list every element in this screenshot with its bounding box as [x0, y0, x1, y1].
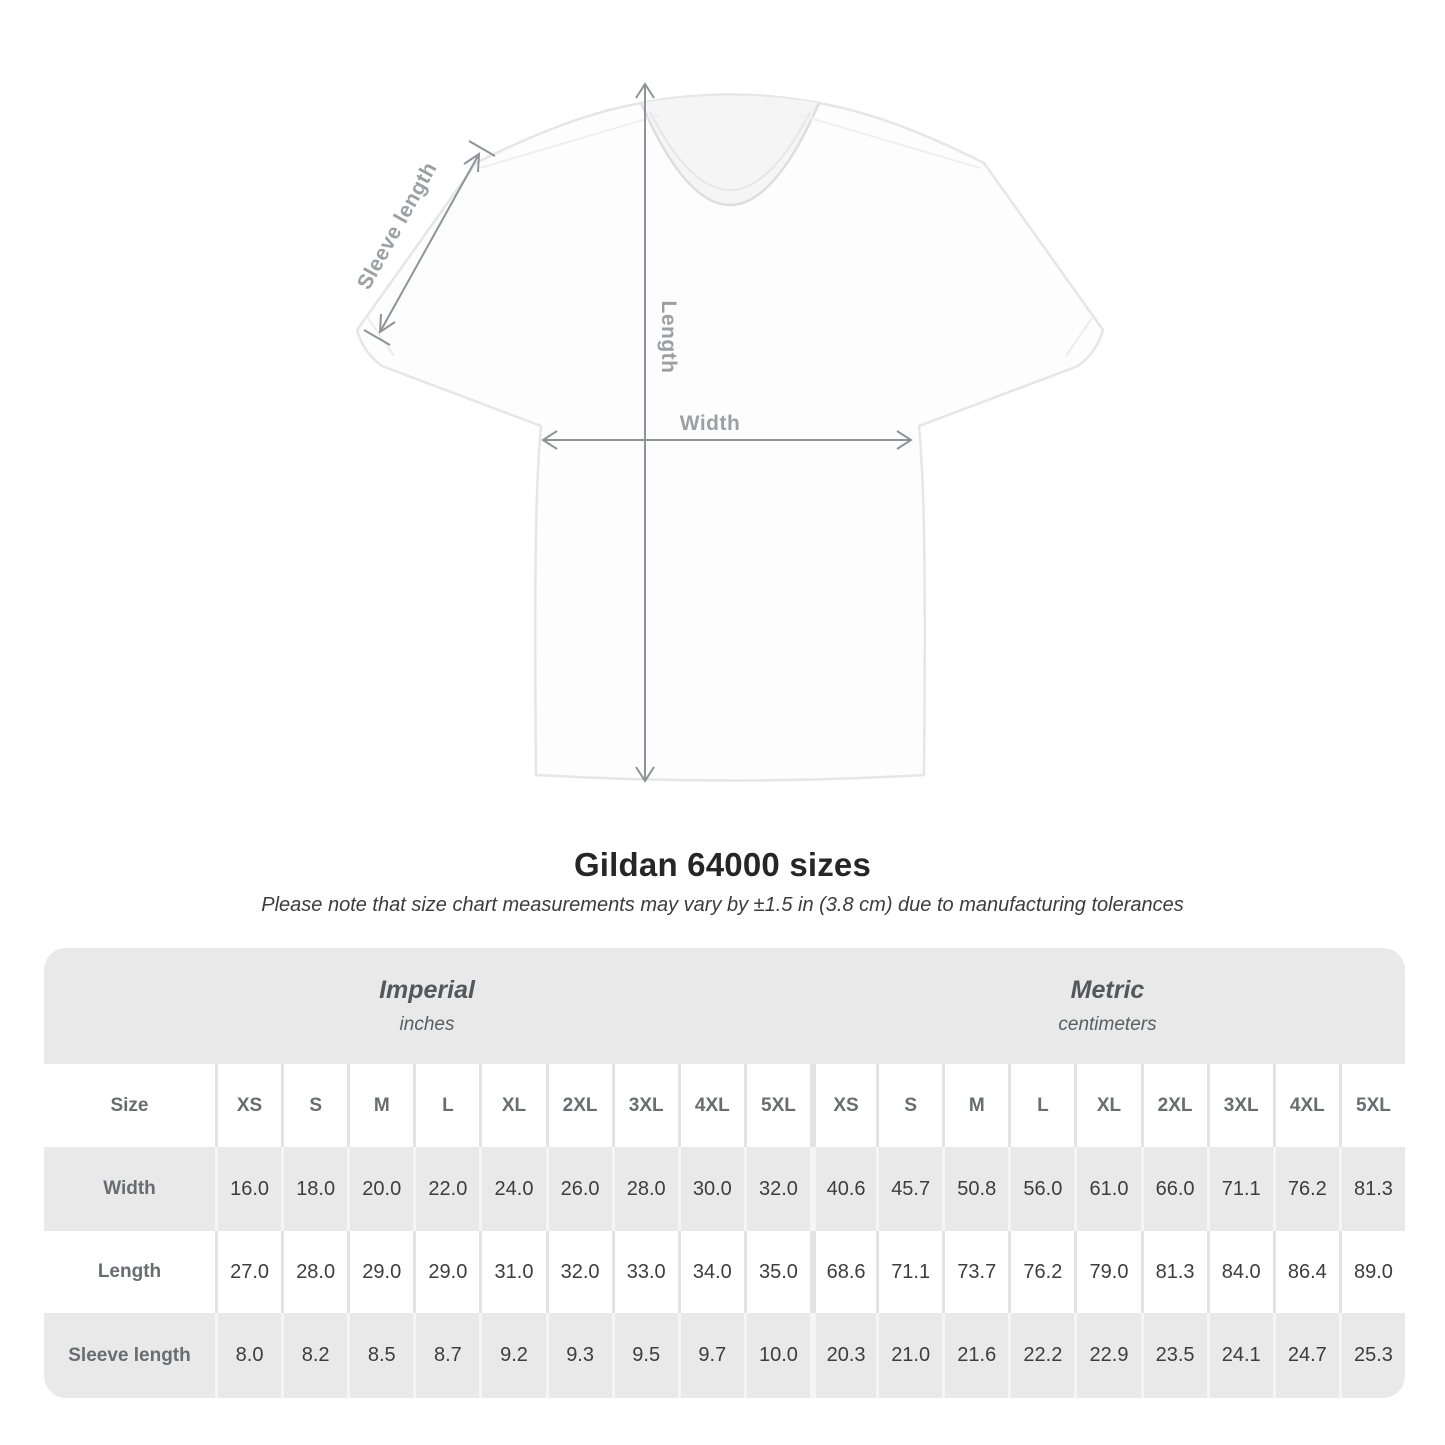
size-header-imperial: 4XL: [677, 1064, 744, 1147]
table-cell-imperial: 29.0: [413, 1231, 480, 1313]
table-cell-metric: 20.3: [810, 1313, 877, 1398]
table-cell-metric: 21.6: [942, 1313, 1009, 1398]
table-cell-imperial: 9.3: [545, 1313, 612, 1398]
table-cell-metric: 56.0: [1008, 1147, 1075, 1231]
table-cell-metric: 68.6: [810, 1231, 877, 1313]
table-cell-imperial: 8.7: [413, 1313, 480, 1398]
table-cell-metric: 79.0: [1074, 1231, 1141, 1313]
size-header-metric: L: [1008, 1064, 1075, 1147]
size-header-metric: M: [942, 1064, 1009, 1147]
size-header-imperial: M: [347, 1064, 414, 1147]
size-header-metric: S: [876, 1064, 943, 1147]
table-cell-metric: 66.0: [1140, 1147, 1207, 1231]
table-cell-metric: 25.3: [1338, 1313, 1405, 1398]
tolerance-note: Please note that size chart measurements…: [261, 894, 1184, 916]
length-arrow: [635, 82, 655, 783]
table-cell-metric: 50.8: [942, 1147, 1009, 1231]
row-label: Width: [44, 1147, 215, 1231]
size-header-metric: 5XL: [1338, 1064, 1405, 1147]
table-cell-metric: 76.2: [1272, 1147, 1339, 1231]
table-cell-imperial: 31.0: [479, 1231, 546, 1313]
table-cell-metric: 76.2: [1008, 1231, 1075, 1313]
table-cell-imperial: 32.0: [743, 1147, 810, 1231]
table-cell-imperial: 8.2: [281, 1313, 348, 1398]
table-cell-imperial: 8.5: [347, 1313, 414, 1398]
row-label: Sleeve length: [44, 1313, 215, 1398]
length-label: Length: [657, 301, 680, 374]
table-cell-imperial: 29.0: [347, 1231, 414, 1313]
table-cell-metric: 22.2: [1008, 1313, 1075, 1398]
table-cell-imperial: 32.0: [545, 1231, 612, 1313]
shirt-diagram-svg: Sleeve length Length Width: [353, 82, 1105, 783]
table-cell-imperial: 26.0: [545, 1147, 612, 1231]
table-cell-imperial: 10.0: [743, 1313, 810, 1398]
table-cell-metric: 89.0: [1338, 1231, 1405, 1313]
size-header-metric: 3XL: [1206, 1064, 1273, 1147]
heading-block: Gildan 64000 sizes Please note that size…: [0, 846, 1445, 917]
size-header-imperial: 5XL: [743, 1064, 810, 1147]
table-cell-metric: 71.1: [1206, 1147, 1273, 1231]
size-table: Imperial inches Metric centimeters Size X…: [44, 948, 1405, 1398]
imperial-label: Imperial: [379, 976, 475, 1004]
table-cell-imperial: 28.0: [281, 1231, 348, 1313]
table-cell-imperial: 28.0: [611, 1147, 678, 1231]
table-cell-metric: 24.7: [1272, 1313, 1339, 1398]
size-header-imperial: XL: [479, 1064, 546, 1147]
size-header-metric: 2XL: [1140, 1064, 1207, 1147]
table-cell-imperial: 30.0: [677, 1147, 744, 1231]
table-cell-metric: 61.0: [1074, 1147, 1141, 1231]
table-cell-metric: 40.6: [810, 1147, 877, 1231]
table-cell-imperial: 16.0: [215, 1147, 282, 1231]
table-cell-metric: 22.9: [1074, 1313, 1141, 1398]
row-label: Length: [44, 1231, 215, 1313]
table-cell-imperial: 22.0: [413, 1147, 480, 1231]
table-cell-metric: 73.7: [942, 1231, 1009, 1313]
size-header-metric: XL: [1074, 1064, 1141, 1147]
table-cell-imperial: 9.7: [677, 1313, 744, 1398]
table-cell-imperial: 27.0: [215, 1231, 282, 1313]
metric-section-header: Metric centimeters: [810, 948, 1405, 1064]
width-arrow: [541, 430, 913, 450]
table-cell-imperial: 9.2: [479, 1313, 546, 1398]
table-cell-metric: 86.4: [1272, 1231, 1339, 1313]
table-cell-metric: 71.1: [876, 1231, 943, 1313]
size-header-imperial: 2XL: [545, 1064, 612, 1147]
table-cell-metric: 45.7: [876, 1147, 943, 1231]
size-header-metric: 4XL: [1272, 1064, 1339, 1147]
page-title: Gildan 64000 sizes: [573, 846, 872, 883]
table-cell-metric: 81.3: [1140, 1231, 1207, 1313]
table-cell-metric: 23.5: [1140, 1313, 1207, 1398]
sleeve-length-arrow: [363, 140, 496, 346]
shirt-measurement-diagram: Sleeve length Length Width: [353, 82, 1105, 783]
table-cell-imperial: 35.0: [743, 1231, 810, 1313]
size-column-header: Size: [44, 1064, 215, 1147]
table-cell-metric: 24.1: [1206, 1313, 1273, 1398]
tshirt-illustration: [355, 93, 1105, 782]
imperial-unit: inches: [399, 1014, 455, 1035]
table-cell-imperial: 8.0: [215, 1313, 282, 1398]
width-label: Width: [680, 412, 741, 435]
size-header-imperial: 3XL: [611, 1064, 678, 1147]
table-cell-imperial: 24.0: [479, 1147, 546, 1231]
size-header-imperial: L: [413, 1064, 480, 1147]
table-cell-imperial: 9.5: [611, 1313, 678, 1398]
metric-label: Metric: [1070, 976, 1145, 1004]
table-cell-metric: 21.0: [876, 1313, 943, 1398]
table-cell-imperial: 34.0: [677, 1231, 744, 1313]
table-cell-metric: 81.3: [1338, 1147, 1405, 1231]
size-header-metric: XS: [810, 1064, 877, 1147]
size-header-imperial: XS: [215, 1064, 282, 1147]
imperial-section-header: Imperial inches: [44, 948, 810, 1064]
table-cell-imperial: 33.0: [611, 1231, 678, 1313]
table-cell-imperial: 20.0: [347, 1147, 414, 1231]
table-cell-metric: 84.0: [1206, 1231, 1273, 1313]
metric-unit: centimeters: [1058, 1014, 1157, 1035]
size-header-imperial: S: [281, 1064, 348, 1147]
table-cell-imperial: 18.0: [281, 1147, 348, 1231]
